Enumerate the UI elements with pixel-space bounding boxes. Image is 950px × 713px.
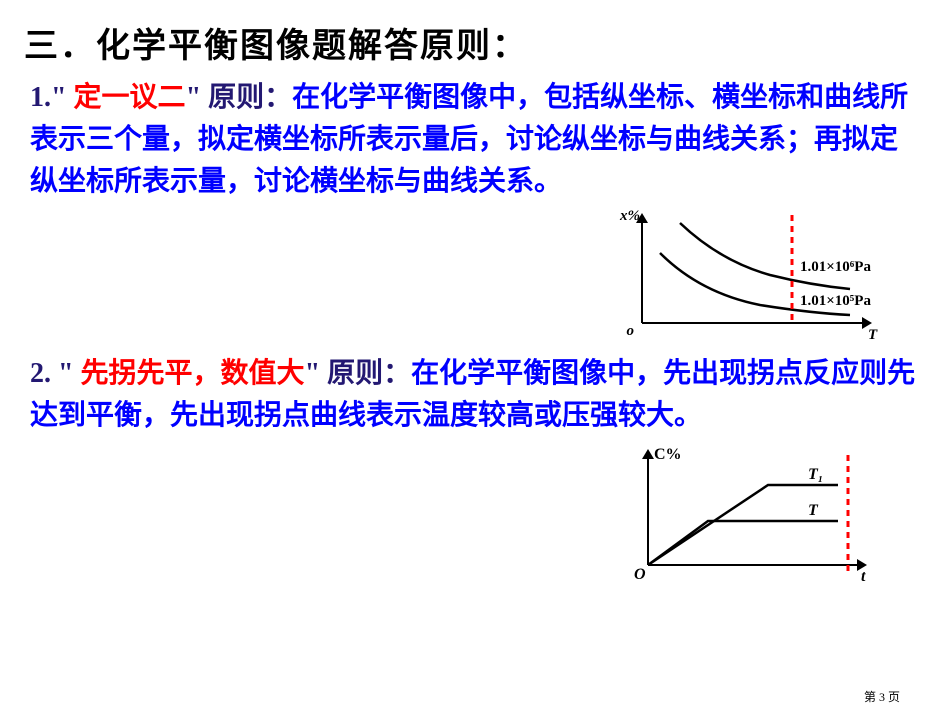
svg-text:x%: x% [619,208,640,224]
p2-red: 先拐先平，数值大 [74,358,305,389]
chart1: x% o T 1.01×10⁶Pa 1.01×10⁵Pa [610,203,890,343]
p1-suffix: " 原则： [186,82,293,113]
p1-index: 1." [30,82,67,113]
svg-text:T: T [808,502,819,519]
page-footer: 第 3 页 [864,688,900,705]
chart2: C% Ot T₁ T [610,437,890,587]
svg-text:1.01×10⁶Pa: 1.01×10⁶Pa [800,259,871,275]
svg-text:T₁: T₁ [808,466,823,483]
p2-index: 2. " [30,358,74,389]
p1-red: 定一议二 [67,82,186,113]
p2-suffix: " 原则： [305,358,412,389]
svg-text:o: o [627,323,635,339]
svg-text:O: O [634,566,646,583]
chart1-container: x% o T 1.01×10⁶Pa 1.01×10⁵Pa [0,203,950,343]
principle-1: 1." 定一议二" 原则：在化学平衡图像中，包括纵坐标、横坐标和曲线所表示三个量… [0,67,950,203]
principle-2: 2. " 先拐先平，数值大" 原则：在化学平衡图像中，先出现拐点反应则先达到平衡… [0,343,950,437]
chart2-container: C% Ot T₁ T [0,437,950,587]
svg-text:1.01×10⁵Pa: 1.01×10⁵Pa [800,293,871,309]
svg-text:C%: C% [654,446,682,463]
svg-text:t: t [861,568,866,585]
svg-text:T: T [868,327,878,343]
page-title: 三．化学平衡图像题解答原则： [0,0,950,67]
